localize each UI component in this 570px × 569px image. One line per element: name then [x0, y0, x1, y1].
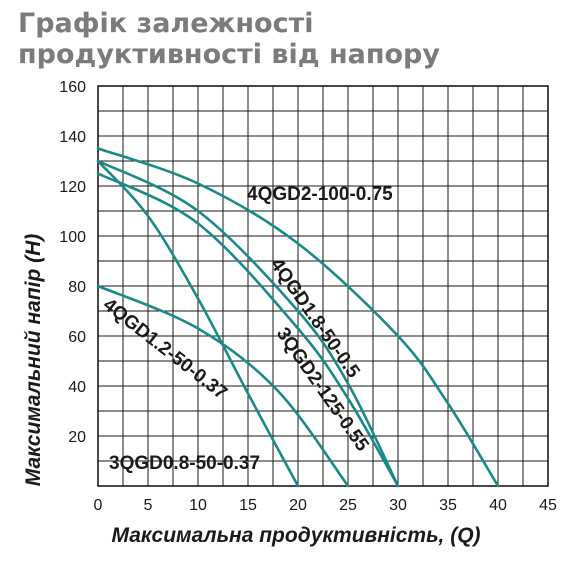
x-tick-label: 40	[489, 497, 507, 514]
chart-grid	[97, 85, 549, 487]
chart-title: Графік залежності продуктивності від нап…	[18, 8, 440, 70]
y-tick-label: 100	[59, 229, 86, 246]
label-3qgd08-50-037: 3QGD0.8-50-0.37	[109, 453, 260, 474]
curve-4qgd1-8-50-0-5	[96, 159, 400, 488]
x-tick-label: 35	[439, 497, 457, 514]
x-tick-label: 30	[389, 497, 407, 514]
x-tick-label: 15	[239, 497, 257, 514]
curve-4qgd2-100-0-75	[96, 147, 500, 488]
x-tick-label: 25	[339, 497, 357, 514]
x-tick-label: 10	[189, 497, 207, 514]
y-tick-label: 60	[68, 329, 86, 346]
y-tick-label: 160	[59, 79, 86, 96]
y-tick-label: 140	[59, 129, 86, 146]
y-tick-labels: 20 40 60 80 100 120 140 160	[59, 79, 86, 446]
x-tick-label: 45	[539, 497, 557, 514]
y-tick-label: 20	[68, 429, 86, 446]
curves	[96, 147, 500, 488]
y-tick-label: 120	[59, 179, 86, 196]
y-axis-label: Максимальний напір (H)	[22, 234, 45, 487]
x-tick-label: 20	[289, 497, 307, 514]
y-tick-label: 80	[68, 279, 86, 296]
curve-4qgd1-2-50-0-37	[96, 284, 350, 488]
x-axis-label: Максимальна продуктивність, (Q)	[111, 524, 480, 547]
curve-labels: 4QGD2-100-0.75 4QGD1.8-50-0.5 3QGD2-125-…	[99, 184, 393, 474]
x-tick-labels: 0 5 10 15 20 25 30 35 40 45	[94, 497, 557, 514]
x-tick-label: 0	[94, 497, 103, 514]
curve-3qgd0-8-50-0-37	[96, 159, 300, 488]
curve-3qgd2-125-0-55	[96, 172, 400, 488]
label-4qgd2-100-075: 4QGD2-100-0.75	[247, 184, 393, 205]
x-tick-label: 5	[144, 497, 153, 514]
y-tick-label: 40	[68, 379, 86, 396]
